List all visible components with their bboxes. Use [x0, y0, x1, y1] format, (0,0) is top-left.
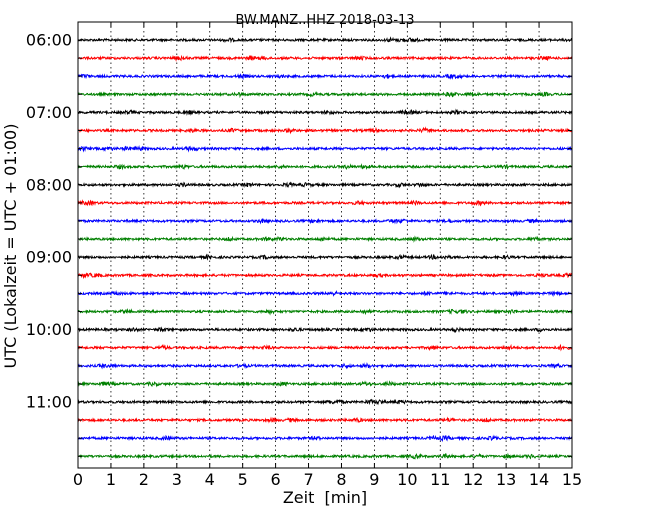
chart-title: BW.MANZ..HHZ 2018-03-13: [235, 13, 414, 28]
x-tick-label: 15: [562, 470, 582, 489]
seismic-trace: [77, 253, 573, 261]
seismic-trace: [77, 326, 573, 334]
x-tick-label: 2: [139, 470, 149, 489]
seismic-trace: [77, 181, 573, 189]
tick-layer: 0 1 2 3 4 5 6 7 8 9 10 11 12 13 14 1506:0007:0008:0009:…: [26, 22, 582, 489]
x-tick-label: 0: [73, 470, 83, 489]
seismic-trace: [77, 398, 573, 406]
x-tick-label: 11: [430, 470, 450, 489]
seismic-trace: [77, 308, 573, 316]
x-tick-label: 4: [205, 470, 215, 489]
seismic-trace: [77, 126, 573, 135]
x-tick-label: 12: [463, 470, 483, 489]
seismic-trace: [77, 452, 573, 460]
seismic-trace: [77, 235, 573, 243]
x-tick-label: 13: [496, 470, 516, 489]
trace-layer: [77, 36, 573, 460]
y-tick-label: 06:00: [26, 31, 72, 50]
x-tick-label: 5: [238, 470, 248, 489]
x-tick-label: 3: [172, 470, 182, 489]
seismic-trace: [77, 343, 573, 352]
seismic-trace: [77, 90, 573, 99]
y-tick-label: 10:00: [26, 320, 72, 339]
seismic-trace: [77, 145, 573, 153]
y-tick-label: 09:00: [26, 248, 72, 267]
x-tick-label: 7: [303, 470, 313, 489]
seismic-trace: [77, 362, 573, 370]
seismic-trace: [77, 434, 573, 443]
x-tick-label: 8: [336, 470, 346, 489]
y-axis-label: UTC (Lokalzeit = UTC + 01:00): [1, 124, 20, 369]
x-tick-label: 6: [271, 470, 281, 489]
seismic-trace: [77, 289, 573, 298]
seismic-trace: [77, 199, 573, 207]
seismic-trace: [77, 73, 573, 81]
y-tick-label: 07:00: [26, 103, 72, 122]
y-tick-label: 11:00: [26, 393, 72, 412]
x-tick-label: 14: [529, 470, 549, 489]
seismic-trace: [77, 163, 573, 171]
seismic-trace: [77, 416, 573, 424]
plot-frame: [77, 21, 573, 469]
x-axis-label: Zeit [min]: [283, 488, 367, 507]
x-tick-label: 9: [369, 470, 379, 489]
y-tick-label: 08:00: [26, 175, 72, 194]
seismic-trace: [77, 217, 573, 225]
seismic-trace: [77, 272, 573, 280]
seismic-trace: [77, 54, 573, 62]
x-tick-label: 10: [397, 470, 417, 489]
x-tick-label: 1: [106, 470, 116, 489]
seismic-trace: [77, 36, 573, 44]
seismic-trace: [77, 380, 573, 388]
seismic-trace: [77, 108, 573, 116]
